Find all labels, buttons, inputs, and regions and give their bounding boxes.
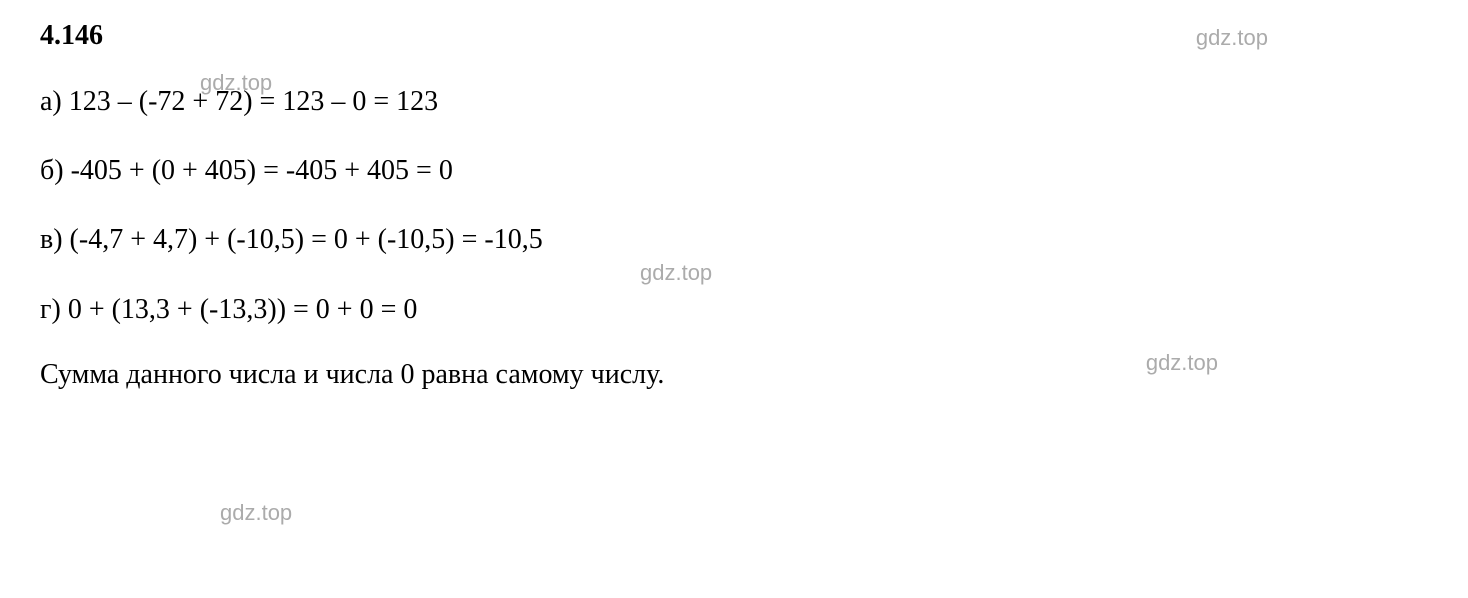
equation-b: б) -405 + (0 + 405) = -405 + 405 = 0 bbox=[40, 151, 1428, 190]
equation-d: г) 0 + (13,3 + (-13,3)) = 0 + 0 = 0 bbox=[40, 290, 1428, 329]
equation-c: в) (-4,7 + 4,7) + (-10,5) = 0 + (-10,5) … bbox=[40, 220, 1428, 259]
equation-d-label: г) bbox=[40, 294, 61, 325]
watermark-bottom-left: gdz.top bbox=[220, 500, 292, 526]
equation-c-label: в) bbox=[40, 224, 63, 255]
equation-a-label: а) bbox=[40, 86, 62, 117]
watermark-top-right: gdz.top bbox=[1196, 25, 1268, 51]
equation-b-expression: -405 + (0 + 405) = -405 + 405 = 0 bbox=[71, 155, 453, 186]
equation-d-expression: 0 + (13,3 + (-13,3)) = 0 + 0 = 0 bbox=[68, 294, 418, 325]
equation-b-label: б) bbox=[40, 155, 64, 186]
equation-c-expression: (-4,7 + 4,7) + (-10,5) = 0 + (-10,5) = -… bbox=[70, 224, 543, 255]
watermark-middle: gdz.top bbox=[640, 260, 712, 286]
watermark-lower-right: gdz.top bbox=[1146, 350, 1218, 376]
conclusion-text: Сумма данного числа и числа 0 равна само… bbox=[40, 359, 1428, 391]
watermark-upper-left: gdz.top bbox=[200, 70, 272, 96]
